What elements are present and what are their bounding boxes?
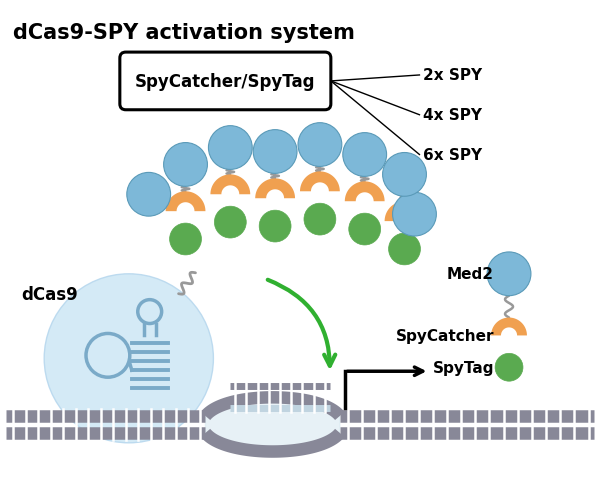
Circle shape	[349, 214, 380, 245]
Circle shape	[208, 126, 252, 170]
Circle shape	[164, 143, 208, 187]
Text: dCas9-SPY activation system: dCas9-SPY activation system	[13, 23, 355, 43]
Circle shape	[259, 211, 291, 242]
Circle shape	[389, 234, 421, 265]
Text: dCas9: dCas9	[21, 285, 78, 303]
FancyBboxPatch shape	[120, 53, 331, 110]
Text: Med2: Med2	[447, 267, 494, 282]
Polygon shape	[491, 318, 527, 336]
Polygon shape	[345, 182, 385, 202]
Circle shape	[298, 123, 342, 167]
Text: 2x SPY: 2x SPY	[424, 68, 482, 84]
Polygon shape	[385, 202, 424, 222]
Polygon shape	[205, 397, 340, 452]
Circle shape	[392, 193, 436, 237]
Circle shape	[170, 224, 202, 255]
Circle shape	[44, 274, 214, 443]
Polygon shape	[211, 175, 250, 195]
Circle shape	[487, 252, 531, 296]
Circle shape	[495, 354, 523, 382]
Circle shape	[304, 204, 336, 236]
Circle shape	[214, 207, 246, 239]
Circle shape	[127, 173, 170, 216]
Text: SpyCatcher/SpyTag: SpyCatcher/SpyTag	[135, 73, 316, 91]
Circle shape	[383, 153, 427, 197]
Text: 4x SPY: 4x SPY	[424, 108, 482, 123]
Polygon shape	[255, 179, 295, 199]
Polygon shape	[300, 172, 340, 192]
Circle shape	[253, 131, 297, 174]
Polygon shape	[166, 192, 205, 212]
Text: SpyTag: SpyTag	[433, 360, 494, 375]
Text: 6x SPY: 6x SPY	[424, 148, 482, 163]
Circle shape	[343, 133, 386, 177]
Text: SpyCatcher: SpyCatcher	[395, 328, 494, 343]
